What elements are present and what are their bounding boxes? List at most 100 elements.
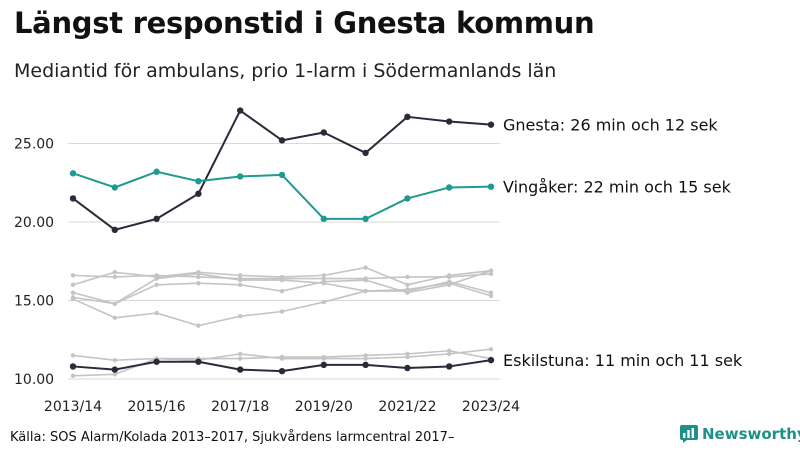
eskilstuna-point [320,361,327,369]
other-series-6-point [112,357,118,363]
ving-ker-point [111,184,119,191]
gnesta-point [111,226,119,234]
x-tick-label: 2019/20 [295,399,353,415]
other-series-2-point [363,265,368,270]
x-tick-label: 2023/24 [462,399,520,415]
gnesta-point [237,107,244,114]
ving-ker-point [487,183,495,190]
ving-ker-end-label: Vingåker: 22 min och 15 sek [503,178,732,197]
ving-ker-point [153,168,160,175]
ving-ker-line [72,170,492,220]
ving-ker-point [278,171,286,179]
gnesta-point [153,215,160,223]
other-series-5-point [70,295,76,300]
other-series-2-point [70,282,76,287]
chart-subtitle: Mediantid för ambulans, prio 1-larm i Sö… [14,60,557,82]
other-series-4-point [488,293,494,298]
x-tick-label: 2015/16 [128,399,186,415]
ving-ker-point [195,177,202,185]
grid-lines [68,143,500,380]
other-series-7-point [279,356,285,361]
other-series-1-point [405,274,410,280]
other-series-6-point [363,353,368,358]
other-series-6-point [238,356,243,361]
other-series-3-point [238,282,243,287]
ving-ker-point [404,195,411,202]
ving-ker-point [362,215,369,223]
x-tick-label: 2021/22 [378,399,436,415]
other-series-7-point [238,351,243,357]
eskilstuna-point [111,366,119,373]
other-series-1-point [488,271,494,277]
highlighted-series [69,107,495,375]
y-tick-label: 10.00 [14,372,54,388]
other-series-3-point [196,281,201,286]
other-series-4-point [112,315,118,320]
other-series-3-point [363,277,368,283]
other-series-7-point [112,372,118,377]
y-tick-label: 20.00 [14,215,54,231]
other-series-7-point [363,356,368,361]
other-series-5-point [154,276,159,281]
other-series-5-point [196,271,201,277]
other-series-4-point [196,323,201,328]
other-series-2-point [405,282,410,287]
other-series-2-point [279,274,285,280]
gnesta-point [487,121,495,128]
gnesta-point [320,129,327,136]
eskilstuna-point [487,356,495,364]
newsworthy-brand[interactable]: Newsworthy [680,425,800,443]
gnesta-point [195,190,202,197]
other-series-6-point [405,351,410,357]
other-series-4-point [238,314,243,319]
brand-name: Newsworthy [702,425,800,443]
eskilstuna-point [362,361,369,369]
other-series-1-point [196,274,201,280]
other-series-5-point [488,290,494,295]
other-series-5-point [447,279,452,284]
ving-ker-point [446,184,453,191]
gnesta-end-label: Gnesta: 26 min och 12 sek [503,116,718,135]
eskilstuna-point [404,364,411,372]
eskilstuna-point [153,358,160,365]
x-tick-label: 2013/14 [44,399,102,415]
other-series-2-point [112,270,118,275]
eskilstuna-point [446,363,453,370]
other-series-6-point [70,353,76,358]
eskilstuna-point [278,367,286,375]
other-series-6-point [447,348,452,353]
other-series-2-point [321,273,326,278]
other-series-1-point [112,274,118,280]
other-series-7-point [488,346,494,352]
chart-title: Längst responstid i Gnesta kommun [14,6,595,40]
other-series-7-point [70,373,76,379]
y-tick-label: 15.00 [14,294,54,310]
other-series-2-point [447,273,452,278]
other-series-1-point [70,273,76,278]
gnesta-point [362,149,369,157]
other-series-7-point [321,356,326,361]
series-labels: Gnesta: 26 min och 12 sek Vingåker: 22 mi… [503,116,743,371]
other-series-5-point [321,281,326,286]
axis-tick-labels: 10.00 15.00 20.00 25.00 2013/14 2015/16 2017/1… [14,137,520,416]
source-note: Källa: SOS Alarm/Kolada 2013–2017, Sjukv… [10,430,455,445]
other-series-4-point [279,309,285,314]
other-series-4-point [154,310,159,316]
eskilstuna-end-label: Eskilstuna: 11 min och 11 sek [503,351,743,370]
ving-ker-point [320,215,327,223]
newsworthy-logo-icon [680,425,698,443]
other-series-3-point [70,290,76,295]
eskilstuna-point [195,358,202,365]
gnesta-point [278,137,286,144]
eskilstuna-point [69,363,77,370]
gnesta-point [404,113,411,121]
eskilstuna-point [237,366,244,373]
other-series-3-point [488,268,494,273]
other-series-3-point [154,282,159,287]
other-series-1-point [321,276,326,281]
ving-ker-point [237,173,244,180]
other-series-5-point [405,288,410,294]
gnesta-point [69,195,77,202]
other-series-7-point [405,354,410,360]
